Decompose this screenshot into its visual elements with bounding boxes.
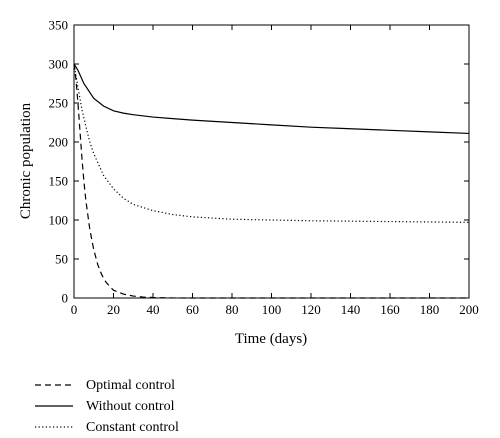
x-tick-label: 60	[186, 302, 199, 317]
series-group	[73, 63, 470, 299]
y-tick-label: 50	[55, 252, 68, 267]
y-tick-label: 300	[49, 57, 69, 72]
legend-label: Optimal control	[86, 378, 175, 393]
y-tick-label: 200	[49, 135, 69, 150]
x-tick-label: 0	[71, 302, 78, 317]
y-tick-label: 250	[49, 96, 69, 111]
legend-item: Without control	[35, 399, 175, 414]
plot-frame	[73, 24, 470, 299]
plot-area: 0 20 40 60 80 100 120 140 160 180 200 0 50 100 150 200 2…	[49, 18, 479, 318]
x-axis-title: Time (days)	[235, 331, 307, 347]
x-tick-label: 200	[459, 302, 479, 317]
x-tick-label: 160	[380, 302, 400, 317]
series-line-optimal-control	[73, 63, 469, 299]
legend-item: Constant control	[35, 420, 179, 435]
x-tick-label: 140	[341, 302, 361, 317]
x-tick-label: 80	[226, 302, 239, 317]
legend: Optimal control Without control Constant c…	[35, 378, 179, 435]
x-tick-label: 120	[301, 302, 321, 317]
x-tick-label: 20	[107, 302, 120, 317]
legend-label: Constant control	[86, 420, 179, 435]
series-line-without-control	[73, 63, 470, 135]
y-tick-label: 100	[49, 213, 69, 228]
y-tick-label: 0	[62, 291, 69, 306]
y-tick-label: 350	[49, 18, 69, 33]
legend-item: Optimal control	[35, 378, 175, 393]
y-tick-label: 150	[49, 174, 69, 189]
x-tick-label: 100	[262, 302, 282, 317]
x-tick-label: 180	[420, 302, 440, 317]
y-axis-title: Chronic population	[18, 102, 34, 219]
ticks-group: 0 20 40 60 80 100 120 140 160 180 200 0 50 100 150 200 2…	[49, 18, 479, 318]
x-tick-label: 40	[147, 302, 160, 317]
series-line-constant-control	[73, 63, 470, 223]
legend-label: Without control	[86, 399, 175, 414]
